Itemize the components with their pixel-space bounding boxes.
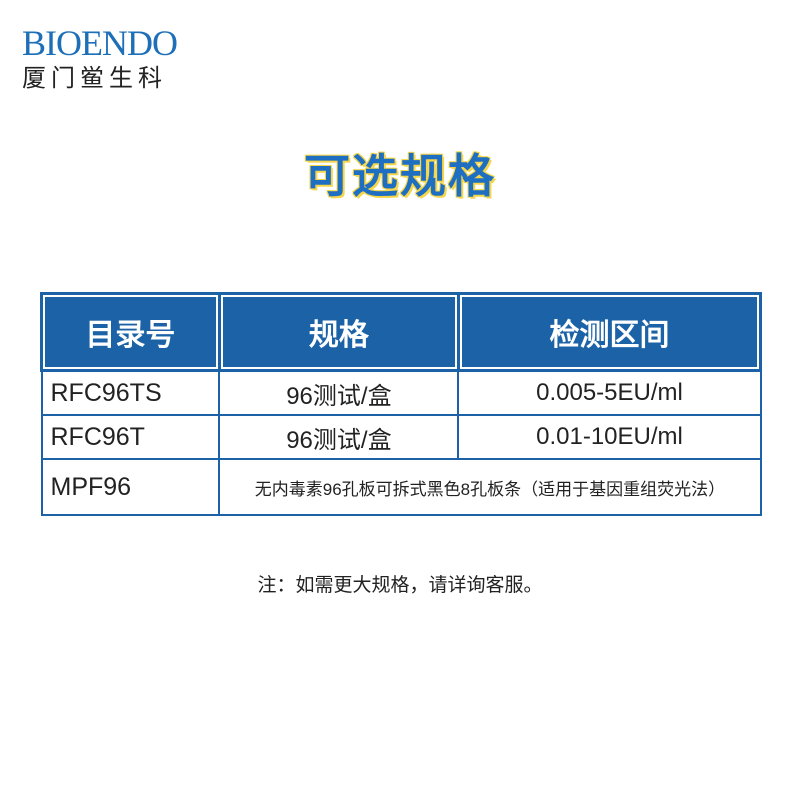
table-body: RFC96TS 96测试/盒 0.005-5EU/ml RFC96T 96测试/盒 0.0…: [40, 369, 762, 516]
company-name: 厦门鲎生科: [22, 65, 167, 92]
table-cell: 96测试/盒: [218, 369, 460, 416]
table-cell: RFC96T: [40, 414, 221, 460]
note: 注：如需更大规格，请详询客服。: [257, 575, 543, 596]
table-cell: 0.005-5EU/ml: [457, 369, 762, 416]
spec-table: 目录号 规格 检测区间 RFC96TS 96测试/盒 0.005-5EU/ml RFC96…: [40, 292, 763, 516]
header-cell: 检测区间: [456, 292, 763, 372]
table-row: RFC96T 96测试/盒 0.01-10EU/ml: [40, 414, 762, 460]
table-cell: 0.01-10EU/ml: [457, 414, 762, 460]
header-cell: 目录号: [40, 292, 221, 372]
header-row: 目录号 规格 检测区间: [40, 292, 763, 372]
table-row: RFC96TS 96测试/盒 0.005-5EU/ml: [40, 369, 762, 416]
page-title: 可选规格: [304, 150, 496, 202]
table-cell: 无内毒素96孔板可拆式黑色8孔板条（适用于基因重组荧光法）: [218, 458, 762, 516]
table-row: MPF96 无内毒素96孔板可拆式黑色8孔板条（适用于基因重组荧光法）: [40, 458, 762, 516]
header-cell: 规格: [217, 292, 460, 372]
brand-logo: BIOENDO: [22, 23, 178, 63]
table-cell: MPF96: [40, 458, 221, 516]
table-cell: 96测试/盒: [218, 414, 460, 460]
table-cell: RFC96TS: [40, 369, 221, 416]
